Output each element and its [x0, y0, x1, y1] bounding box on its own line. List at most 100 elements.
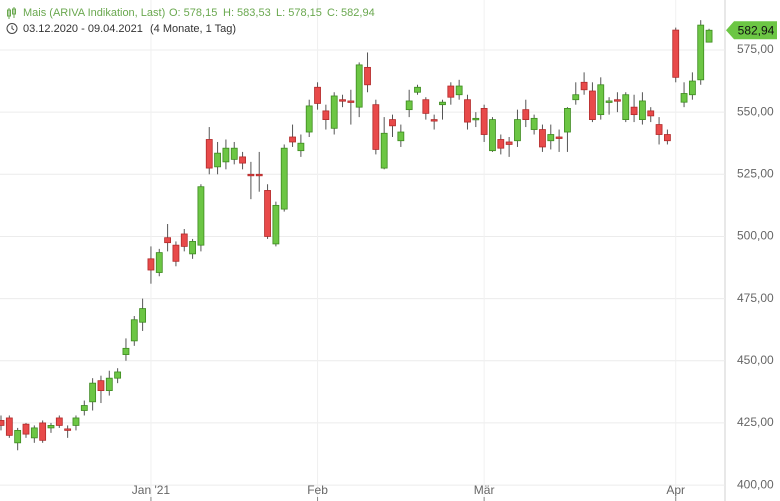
- period: (4 Monate, 1 Tag): [150, 23, 236, 35]
- ohlc-label: H: 583,53: [223, 7, 271, 19]
- candle-body: [205, 139, 213, 169]
- candle-body: [122, 347, 130, 355]
- candle-body: [330, 95, 338, 129]
- candle-body: [530, 117, 538, 130]
- candle-body: [622, 94, 630, 120]
- ohlc-label: O: 578,15: [169, 7, 217, 19]
- candle-body: [405, 100, 413, 111]
- candle-body: [355, 64, 363, 108]
- candle-body: [147, 258, 155, 271]
- candle-body: [505, 141, 513, 145]
- candle-body: [39, 422, 47, 441]
- candle-body: [280, 147, 288, 210]
- candle-body: [339, 99, 346, 102]
- candle-body: [364, 66, 371, 86]
- candle-body: [422, 99, 430, 114]
- candle-body: [180, 233, 188, 247]
- candle-body: [264, 190, 271, 237]
- candle-body: [514, 119, 521, 142]
- candle-body: [688, 80, 696, 96]
- candle-body: [189, 241, 196, 255]
- candle-body: [0, 420, 5, 426]
- candle-body: [705, 29, 713, 43]
- candle-body: [489, 119, 496, 152]
- candle-body: [72, 417, 80, 426]
- candle-body: [155, 252, 163, 273]
- candle-body: [447, 85, 455, 98]
- candle-body: [22, 423, 30, 435]
- candle-body: [455, 85, 463, 96]
- candle-body: [672, 29, 680, 78]
- candle-body: [397, 131, 405, 142]
- candle-body: [255, 173, 263, 177]
- candle-body: [464, 99, 471, 123]
- candle-body: [439, 101, 446, 106]
- candle-body: [480, 108, 488, 135]
- y-tick-label: 525,00: [737, 166, 774, 180]
- title: Mais (ARIVA Indikation, Last): [23, 7, 165, 19]
- candle-body: [89, 382, 97, 403]
- candle-body: [630, 106, 638, 116]
- candle-body: [239, 156, 246, 164]
- candle-body: [114, 371, 122, 379]
- candle-body: [430, 119, 438, 122]
- header: Mais (ARIVA Indikation, Last) O: 578,15 …: [6, 7, 375, 35]
- y-tick-label: 550,00: [737, 104, 774, 118]
- candle-body: [555, 136, 563, 139]
- candle-body: [564, 108, 571, 133]
- candle-body: [30, 427, 38, 439]
- candle-body: [130, 319, 138, 342]
- candle-icon: [7, 7, 16, 19]
- candle-body: [597, 84, 605, 116]
- candle-body: [372, 104, 380, 150]
- candle-body: [380, 132, 388, 169]
- candle-body: [605, 100, 613, 103]
- y-tick-label: 425,00: [737, 415, 774, 429]
- candle-body: [305, 105, 313, 133]
- candle-body: [697, 24, 705, 81]
- x-tick-label: Jan '21: [132, 483, 171, 497]
- candle-body: [664, 134, 671, 142]
- candle-body: [322, 110, 330, 120]
- candle-body: [414, 86, 421, 93]
- ohlc-label: C: 582,94: [327, 7, 375, 19]
- candle-body: [230, 147, 238, 160]
- candle-body: [580, 81, 588, 91]
- subtitle: 03.12.2020 - 09.04.2021: [23, 23, 143, 35]
- candle-body: [164, 237, 172, 244]
- x-tick-label: Mär: [474, 483, 495, 497]
- candle-body: [80, 405, 88, 411]
- candle-body: [197, 186, 205, 246]
- candle-body: [139, 308, 147, 323]
- candle-body: [14, 429, 22, 444]
- candle-body: [272, 204, 280, 245]
- candle-body: [647, 110, 655, 117]
- candle-body: [589, 90, 596, 120]
- y-tick-label: 400,00: [737, 477, 774, 491]
- x-tick-label: Feb: [307, 483, 328, 497]
- candle-body: [680, 93, 688, 103]
- plot: [0, 0, 725, 501]
- y-tick-label: 475,00: [737, 291, 774, 305]
- candle-body: [55, 417, 63, 426]
- candle-body: [47, 425, 55, 429]
- ohlc-label: L: 578,15: [276, 7, 322, 19]
- candle-body: [222, 147, 230, 163]
- candle-body: [614, 99, 621, 102]
- last-price-label: 582,94: [738, 23, 775, 37]
- candle-body: [297, 142, 305, 152]
- candle-body: [389, 119, 396, 127]
- candle-body: [497, 139, 505, 149]
- candle-body: [547, 134, 555, 142]
- last-price-badge: [726, 21, 777, 40]
- candle-body: [64, 428, 72, 431]
- candle-body: [5, 417, 13, 436]
- x-tick-label: Apr: [666, 483, 685, 497]
- candle-body: [105, 377, 113, 392]
- candle-body: [314, 86, 321, 104]
- candle-body: [472, 117, 480, 121]
- clock-icon: [6, 23, 18, 34]
- y-tick-label: 575,00: [737, 42, 774, 56]
- candle-body: [97, 380, 105, 392]
